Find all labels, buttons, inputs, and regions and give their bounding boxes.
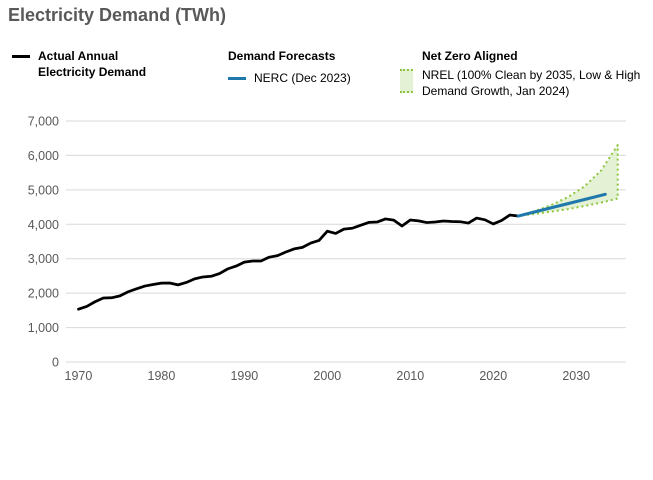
x-tick-label: 1990 <box>230 369 258 383</box>
y-tick-label: 2,000 <box>28 287 59 301</box>
legend-actual-label-line2: Electricity Demand <box>38 65 147 79</box>
legend-nrel-label: NREL (100% Clean by 2035, Low & High Dem… <box>422 67 640 99</box>
actual-demand-line <box>77 213 520 311</box>
legend-netzero: Net Zero Aligned NREL (100% Clean by 203… <box>400 48 640 99</box>
legend-actual-label-line1: Actual Annual <box>38 49 119 63</box>
y-tick-label: 4,000 <box>28 218 59 232</box>
x-tick-label: 2030 <box>562 369 590 383</box>
legend-nrel-label-line2: Demand Growth, Jan 2024) <box>422 84 570 98</box>
nerc-line-swatch-icon <box>228 77 246 81</box>
legend-forecasts-header: Demand Forecasts <box>228 49 336 63</box>
nerc-forecast-line <box>516 192 607 218</box>
legend-nerc-label: NERC (Dec 2023) <box>254 71 351 85</box>
y-tick-label: 0 <box>52 356 59 370</box>
chart-legend: Actual Annual Electricity Demand Demand … <box>0 48 653 104</box>
nrel-band-swatch-icon <box>400 69 413 93</box>
y-tick-label: 7,000 <box>28 115 59 129</box>
x-tick-label: 2010 <box>396 369 424 383</box>
legend-actual-label: Actual Annual Electricity Demand <box>38 48 146 80</box>
electricity-demand-chart: 0 1,000 2,000 3,000 4,000 5,000 6,000 7,000 1970… <box>28 115 626 383</box>
y-tick-label: 1,000 <box>28 321 59 335</box>
page-title: Electricity Demand (TWh) <box>8 5 227 25</box>
actual-line-swatch-icon <box>12 55 30 58</box>
legend-netzero-header: Net Zero Aligned <box>422 49 518 63</box>
legend-nerc-item: NERC (Dec 2023) <box>228 70 351 86</box>
legend-actual: Actual Annual Electricity Demand <box>12 48 146 80</box>
x-tick-label: 2000 <box>313 369 341 383</box>
x-tick-label: 1970 <box>65 369 93 383</box>
y-tick-label: 5,000 <box>28 183 59 197</box>
x-tick-label: 2020 <box>479 369 507 383</box>
x-tick-label: 1980 <box>148 369 176 383</box>
legend-nrel-label-line1: NREL (100% Clean by 2035, Low & High <box>422 68 641 82</box>
y-gridlines <box>66 120 626 363</box>
y-tick-label: 6,000 <box>28 149 59 163</box>
y-tick-label: 3,000 <box>28 252 59 266</box>
legend-forecasts: Demand Forecasts NERC (Dec 2023) <box>228 48 351 86</box>
